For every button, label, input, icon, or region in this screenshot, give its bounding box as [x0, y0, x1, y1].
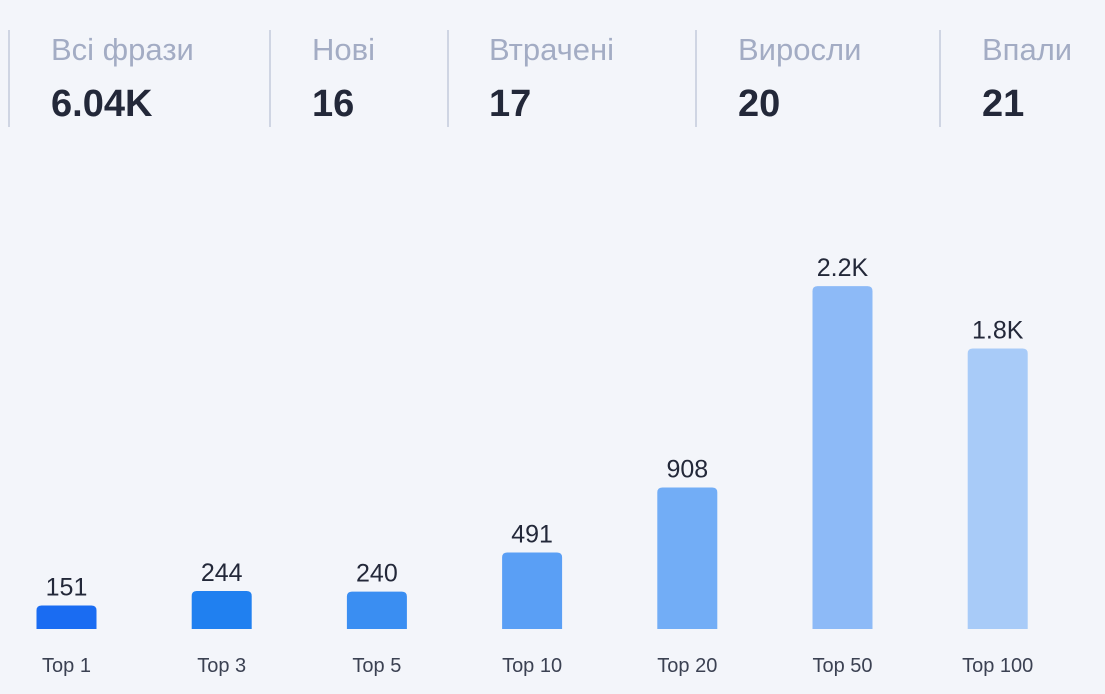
stat-label: Виросли	[738, 32, 862, 67]
stat-value: 21	[982, 83, 1025, 125]
bar-value-label: 491	[511, 520, 553, 548]
stat-value: 6.04K	[51, 83, 153, 125]
bar-top-100[interactable]	[967, 348, 1028, 630]
category-label: Top 20	[657, 655, 717, 677]
bar-value-label: 240	[356, 560, 398, 588]
stat-dropped[interactable]: Впали 21	[939, 30, 1105, 127]
stat-divider	[695, 30, 697, 127]
bar-value-label: 1.8K	[972, 317, 1024, 345]
stat-grew[interactable]: Виросли 20	[695, 30, 940, 127]
stat-label: Всі фрази	[51, 32, 194, 67]
stat-value: 16	[312, 83, 355, 125]
bar-top-20[interactable]	[657, 487, 718, 629]
stat-divider	[447, 30, 449, 127]
bar-value-label: 151	[46, 573, 88, 601]
bar-top-10[interactable]	[502, 552, 563, 629]
stat-new[interactable]: Нові 16	[269, 30, 448, 127]
stat-divider	[939, 30, 941, 127]
stats-bar: Всі фрази 6.04K Нові 16 Втрачені 17 Виро…	[0, 30, 1105, 127]
stat-all-phrases[interactable]: Всі фрази 6.04K	[8, 30, 270, 127]
category-label: Top 50	[812, 655, 872, 677]
bar-value-label: 2.2K	[817, 254, 869, 282]
bar-top-3[interactable]	[191, 590, 252, 629]
stat-lost[interactable]: Втрачені 17	[447, 30, 695, 127]
category-label: Top 3	[197, 655, 246, 677]
bar-top-1[interactable]	[36, 605, 97, 629]
category-label: Top 10	[502, 655, 562, 677]
category-label: Top 5	[352, 655, 401, 677]
position-distribution-chart: 151 Top 1 244 Top 3 240 Top 5 491 Top 10 908 Top …	[36, 254, 1033, 677]
bar-top-50[interactable]	[812, 286, 873, 629]
stat-divider	[8, 30, 10, 127]
stat-value: 17	[489, 83, 532, 125]
stat-value: 20	[738, 83, 781, 125]
bar-value-label: 244	[201, 559, 243, 587]
category-label: Top 100	[962, 655, 1033, 677]
category-label: Top 1	[42, 655, 91, 677]
stat-label: Впали	[982, 32, 1073, 67]
bar-value-label: 908	[666, 456, 708, 484]
stat-label: Втрачені	[489, 32, 615, 67]
bar-top-5[interactable]	[346, 591, 407, 629]
stat-label: Нові	[312, 32, 375, 67]
stat-divider	[269, 30, 271, 127]
